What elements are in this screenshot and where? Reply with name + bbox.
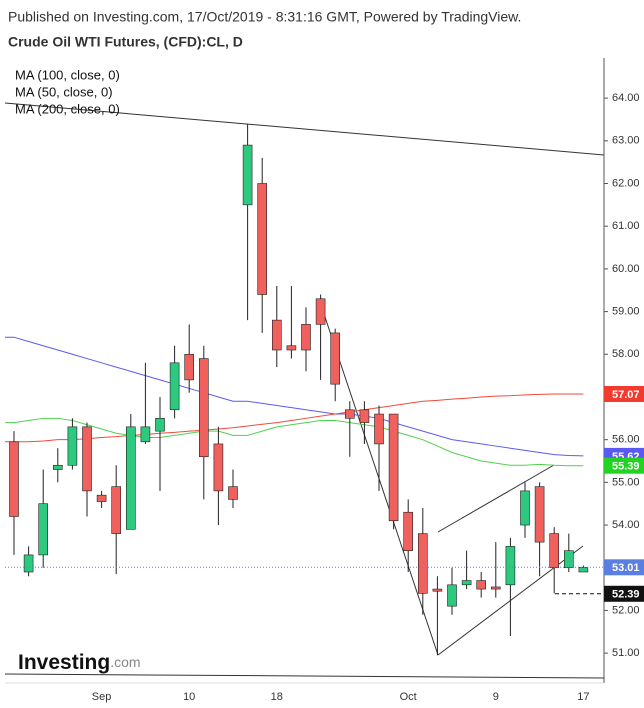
chart-title: Crude Oil WTI Futures, (CFD):CL, D — [8, 34, 243, 50]
price-marker — [604, 385, 644, 402]
candle-body — [388, 413, 399, 522]
candle-body — [578, 567, 589, 573]
candle-body — [242, 144, 253, 206]
candle-body — [505, 546, 516, 586]
y-tick-label: 59.00 — [612, 305, 640, 317]
x-tick-label: Sep — [92, 691, 112, 703]
trend-line — [4, 673, 605, 679]
candle-body — [330, 332, 341, 385]
y-tick-label: 52.00 — [612, 604, 640, 616]
candle-body — [432, 588, 443, 592]
price-marker — [604, 585, 644, 602]
x-tick-label: 9 — [493, 691, 499, 703]
legend-entry: MA (100, close, 0) — [15, 67, 120, 82]
y-tick-label: 62.00 — [612, 177, 640, 189]
y-tick-label: 51.00 — [612, 647, 640, 659]
x-tick-label: Oct — [400, 691, 417, 703]
y-tick-label: 61.00 — [612, 220, 640, 232]
candle-body — [490, 586, 501, 590]
price-marker-label: 55.39 — [612, 461, 640, 473]
candle-body — [549, 533, 560, 569]
price-marker-label: 57.07 — [612, 389, 640, 401]
candle-body — [520, 490, 530, 526]
candle-body — [96, 494, 107, 502]
x-tick-label: 18 — [271, 691, 283, 703]
candle-body — [271, 319, 282, 351]
subtitle: Published on Investing.com, 17/Oct/2019 … — [8, 9, 521, 25]
logo-suffix: .com — [110, 654, 140, 670]
candle-body — [534, 486, 545, 543]
candle-body — [344, 409, 355, 419]
candle-body — [476, 580, 487, 590]
candle-body — [301, 324, 311, 351]
price-marker — [604, 457, 644, 474]
candle-body — [199, 358, 209, 458]
ma-line — [5, 336, 584, 457]
candle-body — [126, 426, 136, 530]
candle-body — [403, 511, 414, 551]
x-tick-label: 17 — [577, 691, 589, 703]
candle-body — [315, 298, 326, 325]
price-marker — [604, 559, 644, 576]
candle-body — [374, 413, 384, 445]
y-tick-label: 64.00 — [612, 92, 640, 104]
candle-body — [52, 464, 63, 470]
candle-body — [140, 426, 151, 443]
candle-body — [9, 441, 19, 517]
candle-body — [38, 503, 49, 556]
candle-body — [417, 533, 428, 594]
candle-body — [184, 353, 194, 381]
ma-line — [5, 393, 584, 443]
candle-body — [447, 584, 457, 607]
legend-entry: MA (200, close, 0) — [15, 101, 120, 116]
candle-body — [563, 550, 574, 569]
candle-body — [155, 418, 165, 432]
candle-body — [286, 345, 297, 351]
y-tick-label: 60.00 — [612, 263, 640, 275]
y-tick-label: 58.00 — [612, 348, 640, 360]
candle-body — [23, 554, 34, 573]
candle-body — [461, 580, 472, 586]
y-tick-label: 55.00 — [612, 476, 640, 488]
y-tick-label: 54.00 — [612, 519, 640, 531]
ma-line — [5, 417, 584, 467]
candle-body — [359, 409, 370, 423]
legend-entry: MA (50, close, 0) — [15, 84, 113, 99]
x-tick-label: 10 — [183, 691, 195, 703]
trend-line — [4, 102, 605, 156]
candle-body — [67, 426, 78, 466]
trend-line — [437, 464, 555, 533]
price-marker-label: 53.01 — [612, 562, 640, 574]
candle-body — [111, 486, 121, 534]
candle-body — [257, 183, 268, 295]
candle-body — [82, 426, 92, 492]
candle-body — [213, 443, 224, 492]
candle-body — [228, 486, 238, 500]
logo-main: Investing — [18, 651, 110, 674]
y-tick-label: 63.00 — [612, 135, 640, 147]
logo: Investing.com — [18, 651, 141, 674]
price-marker-label: 52.39 — [612, 589, 640, 601]
candle-body — [169, 362, 180, 411]
y-tick-label: 56.00 — [612, 434, 640, 446]
